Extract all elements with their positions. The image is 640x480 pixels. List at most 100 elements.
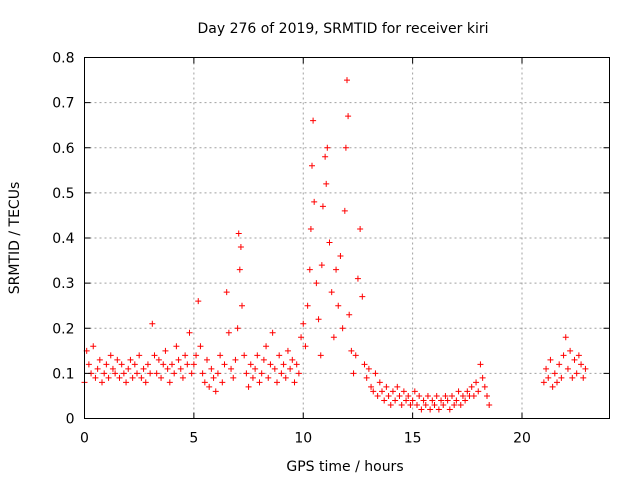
chart-title: Day 276 of 2019, SRMTID for receiver kir…: [197, 21, 488, 37]
data-point: [318, 262, 325, 269]
x-tick-label: 0: [80, 431, 89, 447]
data-point: [556, 361, 563, 368]
data-point: [381, 397, 388, 404]
data-point: [545, 374, 552, 381]
data-point: [365, 365, 372, 372]
y-axis-label: SRMTID / TECUs: [7, 182, 23, 295]
x-tick-label: 10: [294, 431, 312, 447]
data-point: [96, 356, 103, 363]
data-point: [131, 361, 138, 368]
data-point: [549, 383, 556, 390]
data-point: [337, 253, 344, 260]
data-point: [345, 113, 352, 120]
data-point: [359, 293, 366, 300]
data-point: [457, 401, 464, 408]
data-point: [188, 370, 195, 377]
data-point: [400, 388, 407, 395]
data-point: [309, 162, 315, 169]
data-point: [225, 329, 232, 336]
data-point: [427, 406, 434, 413]
data-point: [407, 401, 414, 408]
data-point: [232, 356, 239, 363]
data-point: [85, 361, 92, 368]
data-point: [147, 370, 154, 377]
data-point: [197, 343, 204, 350]
x-tick-label: 15: [404, 431, 422, 447]
data-point: [422, 401, 429, 408]
data-point: [319, 203, 326, 210]
data-point: [560, 352, 567, 359]
data-point: [92, 374, 99, 381]
data-point: [94, 365, 101, 372]
data-point: [306, 266, 313, 273]
data-point: [302, 343, 309, 350]
data-point: [252, 365, 259, 372]
data-point: [486, 401, 493, 408]
data-point: [328, 289, 335, 296]
data-point: [564, 365, 571, 372]
data-point: [140, 365, 147, 372]
data-point: [470, 392, 477, 399]
data-point: [274, 379, 280, 386]
data-point: [114, 356, 121, 363]
data-point: [228, 365, 235, 372]
data-point: [317, 352, 324, 359]
data-point: [258, 370, 265, 377]
data-points: [81, 77, 589, 413]
data-point: [173, 343, 180, 350]
data-point: [151, 352, 158, 359]
data-point: [175, 356, 182, 363]
data-point: [230, 374, 237, 381]
data-point: [138, 374, 145, 381]
data-point: [389, 388, 396, 395]
data-point: [361, 361, 368, 368]
data-point: [333, 266, 340, 273]
data-point: [195, 298, 202, 305]
data-point: [210, 374, 217, 381]
data-point: [155, 356, 162, 363]
data-point: [120, 370, 127, 377]
data-point: [385, 392, 392, 399]
data-point: [293, 361, 300, 368]
data-point: [578, 361, 585, 368]
data-point: [324, 144, 331, 151]
data-point: [136, 352, 143, 359]
data-point: [184, 361, 191, 368]
grid-lines: [84, 57, 610, 419]
data-point: [289, 356, 296, 363]
data-point: [341, 207, 348, 214]
data-point: [254, 352, 261, 359]
data-point: [444, 397, 451, 404]
data-point: [212, 388, 219, 395]
axis-ticks: 0 0.1 0.2 0.3 0.4 0.5 0.6 0.7 0.8 0 5 10 15 20: [52, 51, 610, 447]
data-point: [468, 383, 475, 390]
data-point: [313, 280, 320, 287]
data-point: [256, 379, 263, 386]
data-point: [580, 374, 587, 381]
data-point: [475, 388, 482, 395]
data-point: [435, 406, 442, 413]
data-point: [221, 361, 228, 368]
data-point: [158, 374, 165, 381]
data-point: [278, 370, 285, 377]
data-point: [311, 198, 318, 205]
data-point: [431, 401, 438, 408]
data-point: [473, 379, 480, 386]
data-point: [237, 244, 244, 251]
data-point: [342, 144, 349, 151]
data-point: [414, 401, 420, 408]
data-point: [398, 401, 405, 408]
x-axis-label: GPS time / hours: [286, 459, 403, 475]
data-point: [383, 383, 390, 390]
data-point: [438, 397, 445, 404]
data-point: [405, 392, 412, 399]
data-point: [464, 388, 471, 395]
data-point: [123, 379, 130, 386]
data-point: [575, 352, 582, 359]
data-point: [540, 379, 547, 386]
data-point: [420, 397, 427, 404]
y-tick-label: 0.7: [52, 96, 74, 112]
data-point: [269, 329, 276, 336]
data-point: [201, 379, 208, 386]
data-point: [344, 77, 350, 84]
